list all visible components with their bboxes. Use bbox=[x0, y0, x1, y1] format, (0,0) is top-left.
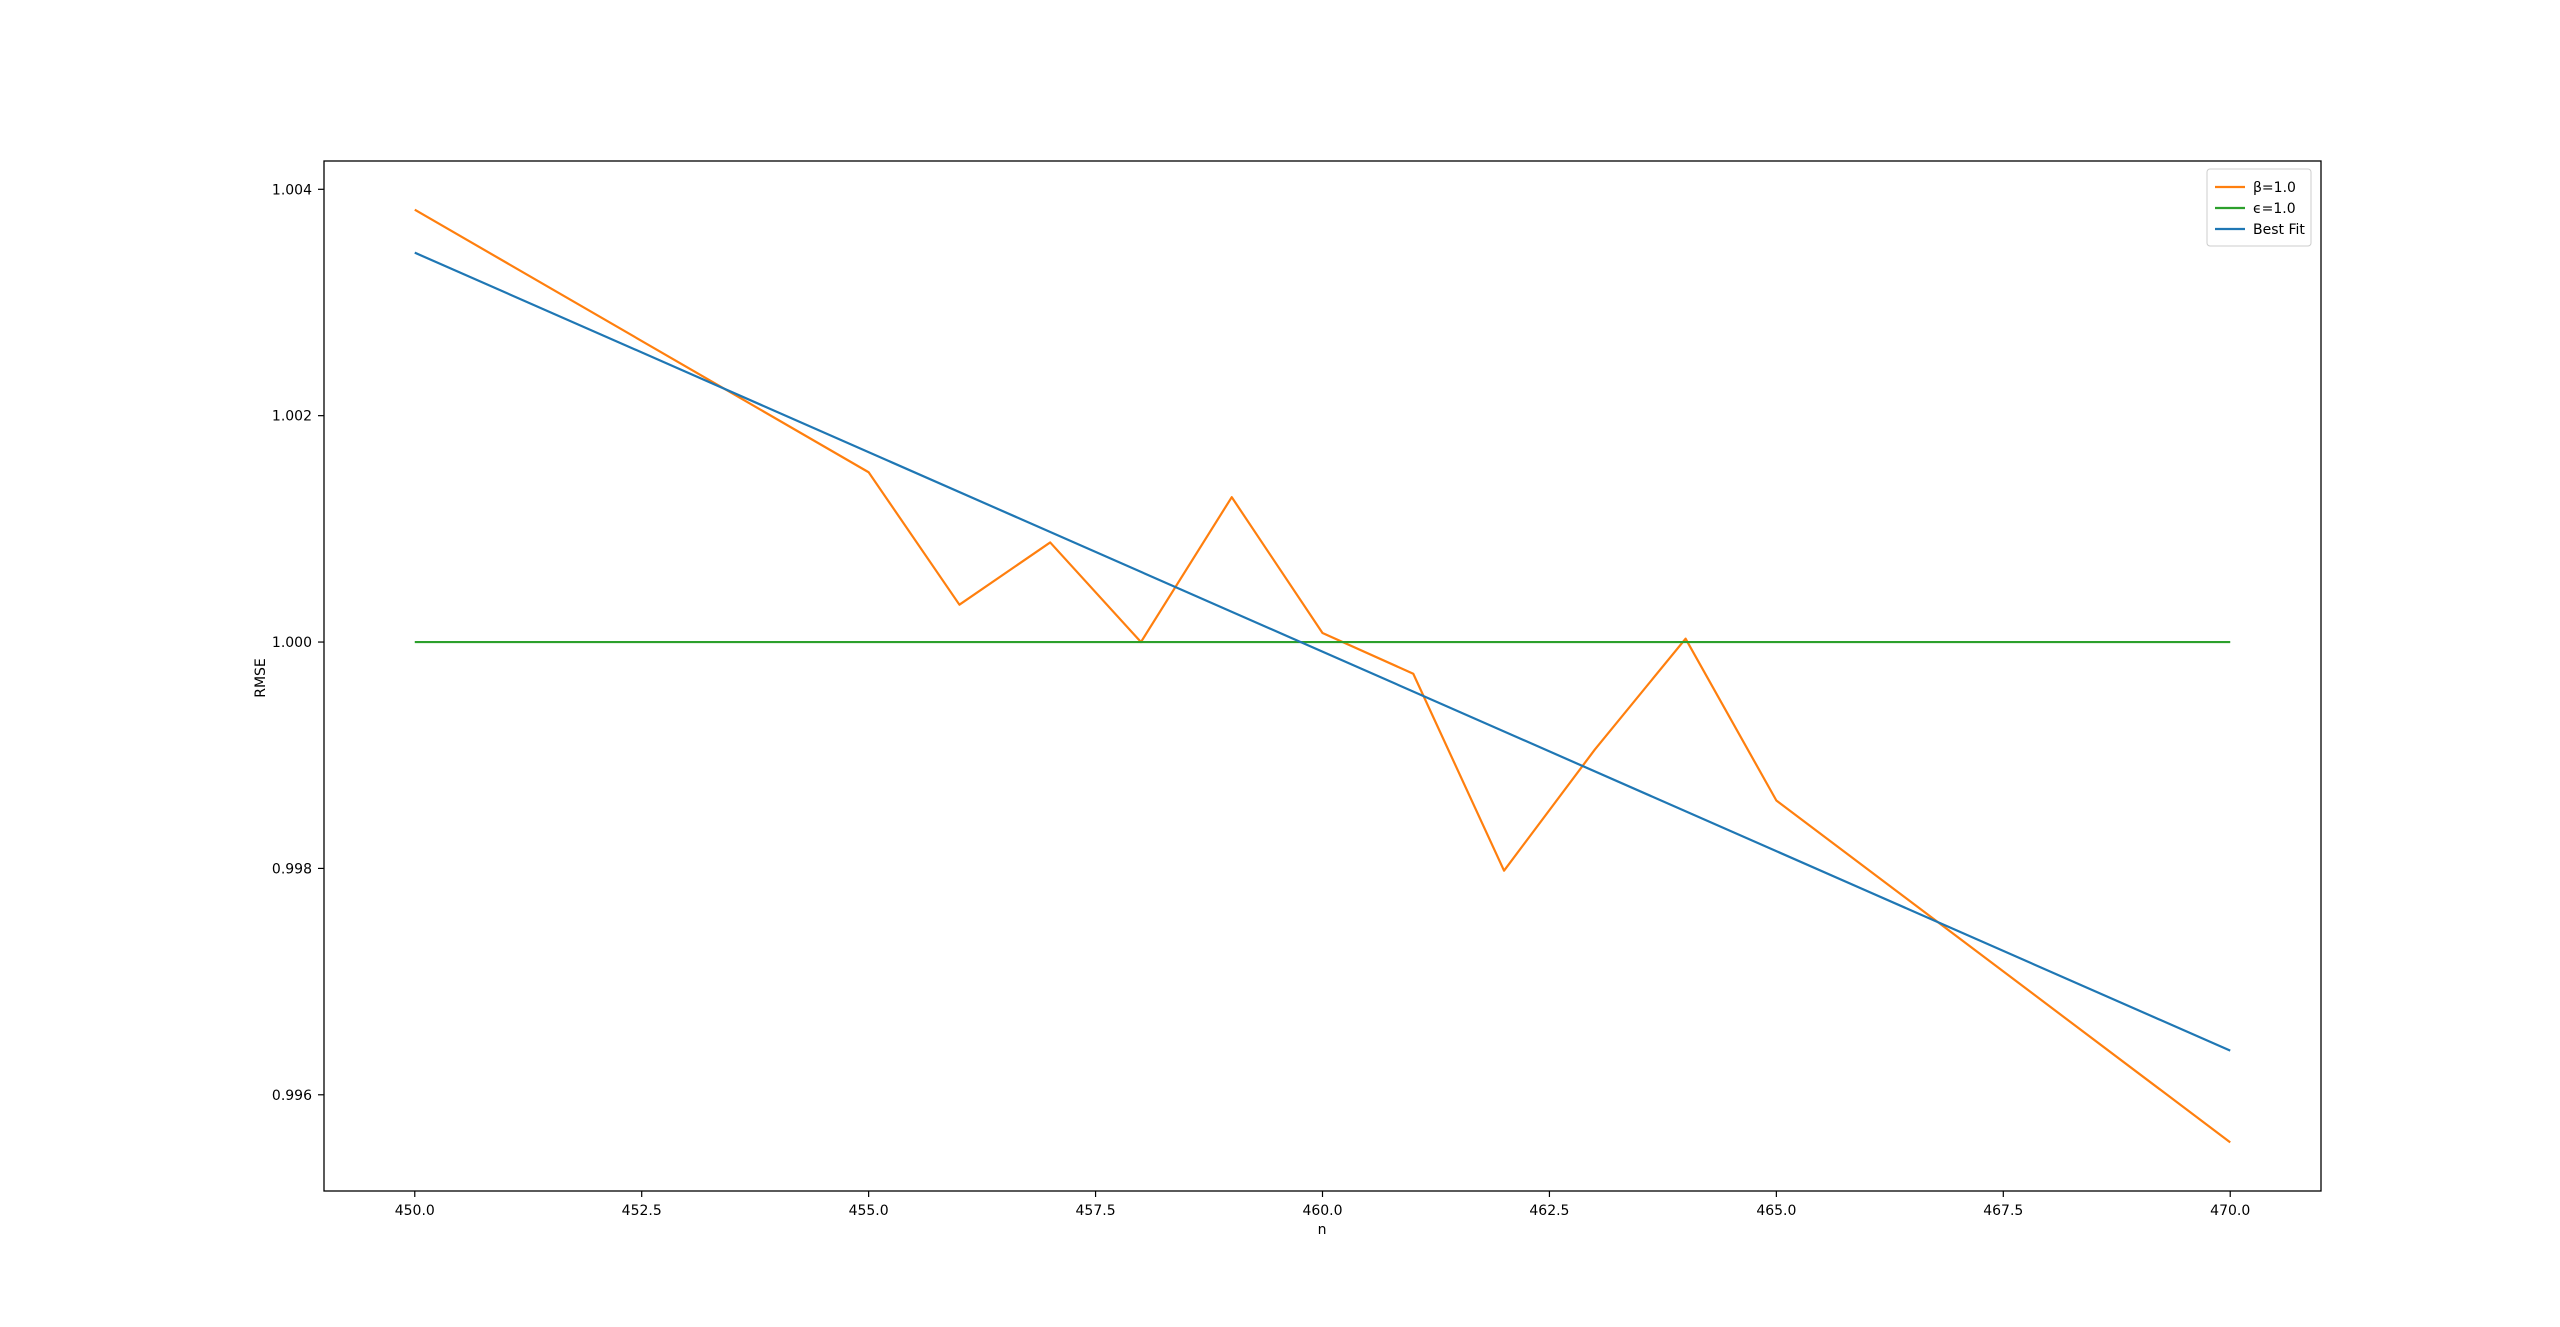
x-tick-label: 452.5 bbox=[622, 1203, 662, 1219]
legend: β=1.0 ϵ=1.0 Best Fit bbox=[2206, 168, 2312, 247]
axes-frame bbox=[323, 160, 2322, 1192]
y-tick-label: 0.996 bbox=[272, 1088, 312, 1104]
x-axis: 450.0 452.5 455.0 457.5 460.0 462.5 465.0 467.5… bbox=[395, 1191, 2250, 1219]
y-axis: 0.996 0.998 1.000 1.002 1.004 bbox=[272, 182, 324, 1104]
y-tick-label: 1.002 bbox=[272, 409, 312, 425]
legend-entry-0: β=1.0 bbox=[2253, 180, 2296, 196]
x-tick-label: 460.0 bbox=[1302, 1203, 1342, 1219]
x-tick-label: 470.0 bbox=[2210, 1203, 2250, 1219]
legend-entry-1: ϵ=1.0 bbox=[2253, 201, 2296, 217]
y-tick-label: 0.998 bbox=[272, 861, 312, 877]
y-tick-label: 1.004 bbox=[272, 182, 312, 198]
x-tick-label: 455.0 bbox=[849, 1203, 889, 1219]
legend-entry-2: Best Fit bbox=[2253, 222, 2305, 238]
plot-area bbox=[414, 208, 2231, 1144]
x-tick-label: 457.5 bbox=[1076, 1203, 1116, 1219]
x-tick-label: 462.5 bbox=[1529, 1203, 1569, 1219]
series-line-0 bbox=[414, 208, 2231, 1144]
series-line-2 bbox=[414, 251, 2231, 1052]
y-tick-label: 1.000 bbox=[272, 635, 312, 651]
x-tick-label: 450.0 bbox=[395, 1203, 435, 1219]
x-tick-label: 467.5 bbox=[1983, 1203, 2023, 1219]
x-axis-label: n bbox=[1318, 1222, 1327, 1238]
y-axis-label: RMSE bbox=[253, 658, 269, 698]
legend-box bbox=[2206, 168, 2312, 247]
x-tick-label: 465.0 bbox=[1756, 1203, 1796, 1219]
